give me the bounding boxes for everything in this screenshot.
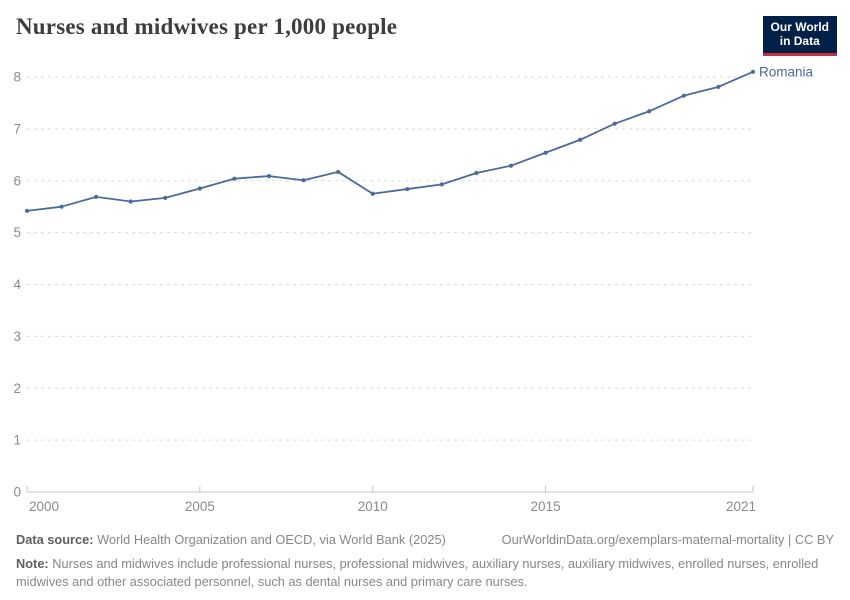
y-tick-label: 0 [13,485,21,500]
footer-link[interactable]: OurWorldinData.org/exemplars-maternal-mo… [501,532,834,547]
data-point[interactable] [197,186,202,191]
data-point[interactable] [128,199,133,204]
data-point[interactable] [336,169,341,175]
data-point[interactable] [474,170,479,176]
owid-logo-line1: Our World [770,20,829,34]
data-point[interactable] [163,195,168,200]
y-tick-label: 2 [13,381,21,396]
data-point[interactable] [612,121,617,126]
data-point[interactable] [647,109,652,114]
data-source-label: Data source: [16,532,94,547]
data-point[interactable] [232,176,237,181]
data-point[interactable] [681,93,686,98]
data-point[interactable] [750,69,756,74]
data-point[interactable] [59,204,64,209]
data-point[interactable] [94,194,99,199]
data-point[interactable] [301,178,306,183]
series-end-label[interactable]: Romania [759,64,814,79]
note-label: Note: [16,555,49,571]
y-tick-label: 3 [13,329,21,344]
chart-footer: Data source: World Health Organization a… [16,531,834,592]
x-tick-label: 2021 [726,499,756,514]
x-tick-label: 2010 [358,499,388,514]
owid-logo[interactable]: Our World in Data [762,16,837,56]
page-title: Nurses and midwives per 1,000 people [16,14,398,39]
x-tick-label: 2005 [185,499,215,514]
y-tick-label: 5 [13,225,21,240]
data-source-text: Data source: World Health Organization a… [16,532,446,547]
data-point[interactable] [578,137,583,142]
y-tick-label: 4 [13,277,21,292]
x-tick-label: 2015 [531,499,561,514]
data-point[interactable] [370,191,375,196]
data-point[interactable] [266,173,272,179]
data-point[interactable] [716,84,721,89]
x-tick-label: 2000 [29,499,59,514]
series-line-romania[interactable] [26,70,754,212]
data-point[interactable] [24,208,30,213]
data-point[interactable] [405,186,410,192]
y-tick-label: 7 [13,121,21,136]
y-tick-label: 1 [13,433,21,448]
y-tick-label: 6 [13,173,21,188]
y-tick-label: 8 [13,70,21,85]
owid-logo-line2: in Data [779,34,820,49]
data-point[interactable] [543,150,548,155]
line-chart[interactable]: 0 1 2 3 4 5 6 7 8 2000 2005 2010 2015 2021 Romania [0,55,850,520]
note-text: Note: Nurses and midwives include profes… [16,555,819,590]
data-point[interactable] [508,163,514,168]
data-point[interactable] [439,182,444,187]
